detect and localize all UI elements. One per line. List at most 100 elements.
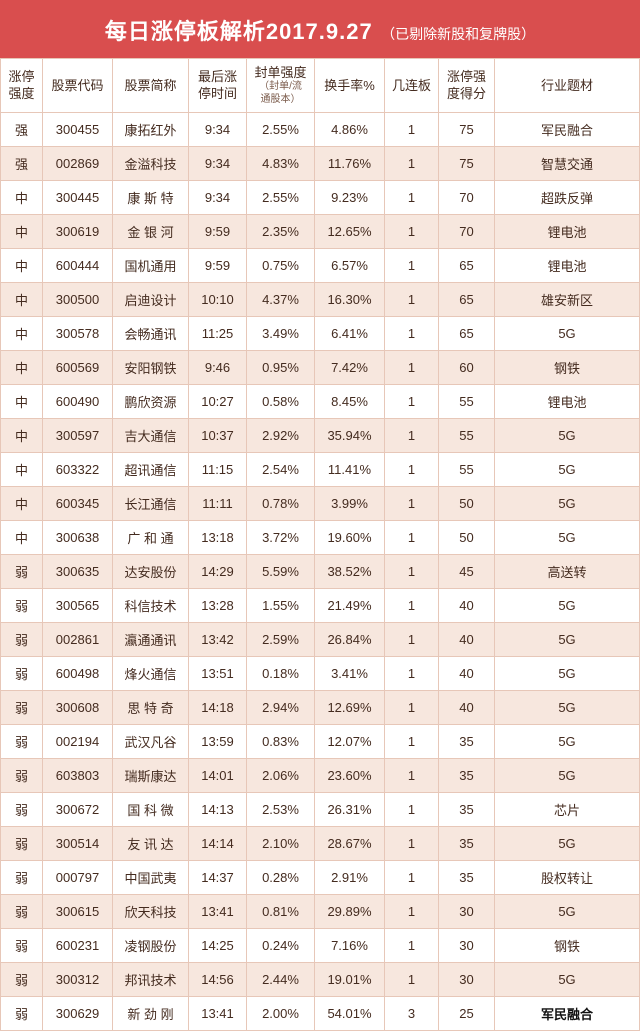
cell: 11:25 (189, 317, 247, 351)
cell: 600345 (43, 487, 113, 521)
cell: 11:11 (189, 487, 247, 521)
cell: 600490 (43, 385, 113, 419)
cell: 中 (1, 351, 43, 385)
cell: 1 (385, 555, 439, 589)
cell: 300615 (43, 895, 113, 929)
cell: 14:13 (189, 793, 247, 827)
cell: 19.01% (315, 963, 385, 997)
cell: 新 劲 刚 (113, 997, 189, 1031)
table-row: 中300638广 和 通13:183.72%19.60%1505G (1, 521, 640, 555)
cell: 2.55% (247, 181, 315, 215)
table-row: 弱600498烽火通信13:510.18%3.41%1405G (1, 657, 640, 691)
cell: 600231 (43, 929, 113, 963)
cell: 弱 (1, 691, 43, 725)
table-row: 弱300608思 特 奇14:182.94%12.69%1405G (1, 691, 640, 725)
cell: 5G (495, 487, 640, 521)
cell: 中 (1, 181, 43, 215)
limit-up-table: 涨停强度股票代码股票简称最后涨停时间封单强度（封单/流通股本）换手率%几连板涨停… (0, 58, 640, 1031)
cell: 1 (385, 385, 439, 419)
cell: 75 (439, 113, 495, 147)
cell: 14:37 (189, 861, 247, 895)
cell: 10:37 (189, 419, 247, 453)
cell: 9:34 (189, 181, 247, 215)
cell: 75 (439, 147, 495, 181)
cell: 高送转 (495, 555, 640, 589)
cell: 6.57% (315, 249, 385, 283)
cell: 9:46 (189, 351, 247, 385)
table-row: 中600444国机通用9:590.75%6.57%165锂电池 (1, 249, 640, 283)
cell: 弱 (1, 895, 43, 929)
cell: 300635 (43, 555, 113, 589)
cell: 13:51 (189, 657, 247, 691)
cell: 1 (385, 963, 439, 997)
title-sub: （已剔除新股和复牌股） (381, 26, 535, 42)
cell: 002194 (43, 725, 113, 759)
cell: 30 (439, 895, 495, 929)
cell: 300445 (43, 181, 113, 215)
cell: 1 (385, 351, 439, 385)
cell: 安阳钢铁 (113, 351, 189, 385)
cell: 2.44% (247, 963, 315, 997)
cell: 钢铁 (495, 351, 640, 385)
cell: 1 (385, 419, 439, 453)
cell: 弱 (1, 929, 43, 963)
table-row: 中600345长江通信11:110.78%3.99%1505G (1, 487, 640, 521)
table-row: 中300578会畅通讯11:253.49%6.41%1655G (1, 317, 640, 351)
cell: 1 (385, 623, 439, 657)
cell: 1 (385, 827, 439, 861)
cell: 29.89% (315, 895, 385, 929)
cell: 19.60% (315, 521, 385, 555)
cell: 11.76% (315, 147, 385, 181)
cell: 中 (1, 283, 43, 317)
cell: 1 (385, 895, 439, 929)
cell: 55 (439, 385, 495, 419)
cell: 10:27 (189, 385, 247, 419)
cell: 5G (495, 623, 640, 657)
cell: 13:28 (189, 589, 247, 623)
cell: 科信技术 (113, 589, 189, 623)
cell: 600498 (43, 657, 113, 691)
cell: 达安股份 (113, 555, 189, 589)
cell: 康 斯 特 (113, 181, 189, 215)
col-header-1: 股票代码 (43, 59, 113, 113)
cell: 中 (1, 215, 43, 249)
cell: 雄安新区 (495, 283, 640, 317)
cell: 瀛通通讯 (113, 623, 189, 657)
col-header-6: 几连板 (385, 59, 439, 113)
cell: 1 (385, 521, 439, 555)
cell: 弱 (1, 725, 43, 759)
cell: 锂电池 (495, 249, 640, 283)
cell: 55 (439, 419, 495, 453)
cell: 65 (439, 317, 495, 351)
cell: 9:59 (189, 215, 247, 249)
cell: 0.81% (247, 895, 315, 929)
table-row: 中300597吉大通信10:372.92%35.94%1555G (1, 419, 640, 453)
cell: 弱 (1, 997, 43, 1031)
cell: 45 (439, 555, 495, 589)
cell: 弱 (1, 861, 43, 895)
cell: 1 (385, 487, 439, 521)
cell: 1 (385, 929, 439, 963)
cell: 长江通信 (113, 487, 189, 521)
cell: 强 (1, 113, 43, 147)
cell: 5G (495, 691, 640, 725)
cell: 国 科 微 (113, 793, 189, 827)
cell: 35 (439, 861, 495, 895)
cell: 启迪设计 (113, 283, 189, 317)
cell: 瑞斯康达 (113, 759, 189, 793)
cell: 26.84% (315, 623, 385, 657)
cell: 35 (439, 793, 495, 827)
table-row: 弱300629新 劲 刚13:412.00%54.01%325军民融合 (1, 997, 640, 1031)
cell: 35 (439, 725, 495, 759)
cell: 300672 (43, 793, 113, 827)
cell: 9:34 (189, 147, 247, 181)
cell: 2.35% (247, 215, 315, 249)
cell: 0.83% (247, 725, 315, 759)
cell: 002861 (43, 623, 113, 657)
table-row: 中600569安阳钢铁9:460.95%7.42%160钢铁 (1, 351, 640, 385)
table-row: 中300619金 银 河9:592.35%12.65%170锂电池 (1, 215, 640, 249)
cell: 超讯通信 (113, 453, 189, 487)
cell: 5G (495, 589, 640, 623)
cell: 弱 (1, 657, 43, 691)
cell: 金溢科技 (113, 147, 189, 181)
